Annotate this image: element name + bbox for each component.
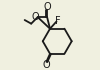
Text: O: O — [32, 12, 39, 22]
Text: O: O — [43, 2, 51, 12]
Text: F: F — [55, 16, 61, 26]
Text: O: O — [42, 60, 50, 70]
